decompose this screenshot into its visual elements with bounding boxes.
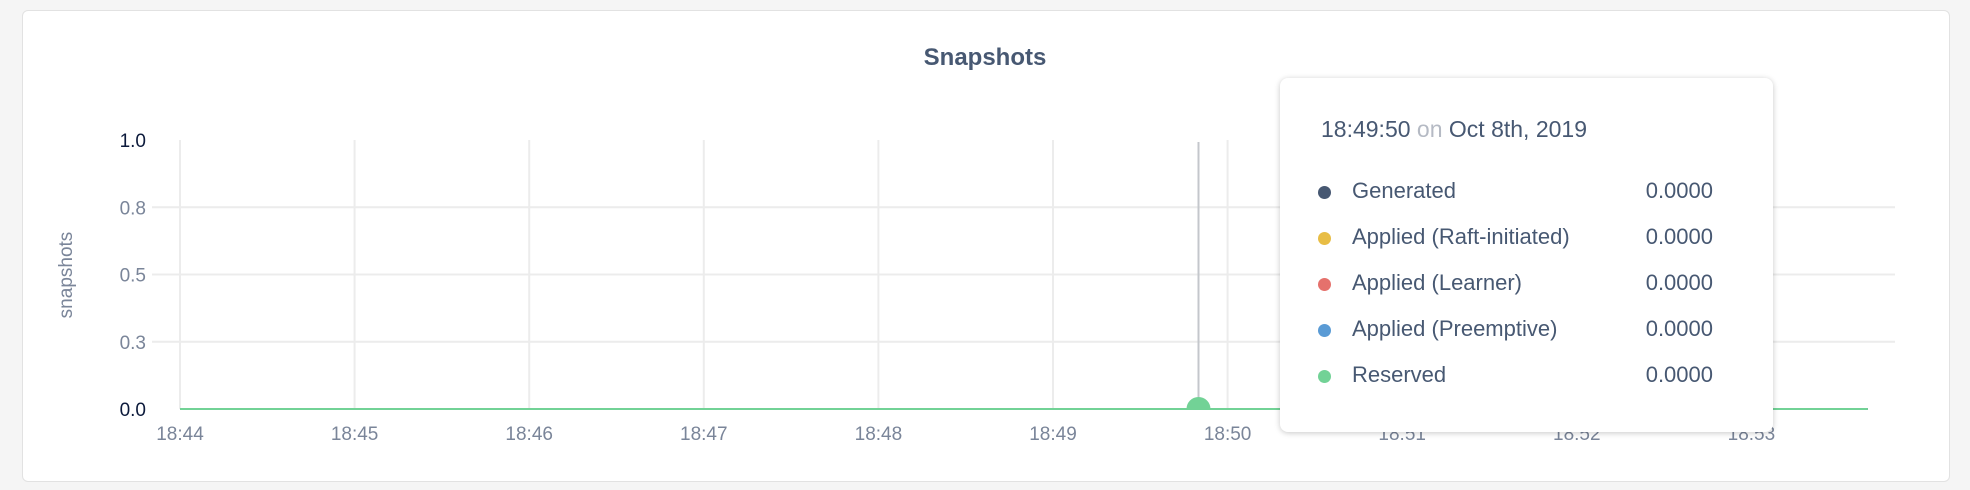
- x-tick-label: 18:49: [1029, 424, 1077, 445]
- tooltip-row: Applied (Raft-initiated) 0.0000: [1318, 224, 1713, 254]
- chart-title: Snapshots: [923, 44, 1047, 71]
- x-tick-label: 18:45: [331, 424, 379, 445]
- series-color-dot-icon: [1318, 324, 1331, 337]
- x-tick-label: 18:44: [156, 424, 204, 445]
- tooltip-row: Generated 0.0000: [1318, 178, 1713, 208]
- tooltip-on: on: [1416, 116, 1443, 142]
- series-color-dot-icon: [1318, 232, 1331, 245]
- series-color-dot-icon: [1318, 278, 1331, 291]
- tooltip-series-label: Reserved: [1352, 362, 1447, 387]
- y-tick-label: 0.3: [120, 333, 146, 354]
- y-axis-label: snapshots: [56, 232, 77, 319]
- series-color-dot-icon: [1318, 186, 1331, 199]
- tooltip-date: Oct 8th, 2019: [1448, 116, 1587, 142]
- tooltip-row: Reserved 0.0000: [1318, 362, 1713, 392]
- series-color-dot-icon: [1318, 370, 1331, 383]
- tooltip-row: Applied (Learner) 0.0000: [1318, 270, 1713, 300]
- tooltip-series-value: 0.0000: [1645, 362, 1713, 387]
- tooltip-series-label: Applied (Raft-initiated): [1352, 224, 1570, 249]
- tooltip-series-label: Generated: [1352, 178, 1456, 203]
- x-tick-label: 18:50: [1204, 424, 1252, 445]
- x-tick-label: 18:46: [505, 424, 553, 445]
- y-tick-label: 0.0: [120, 400, 146, 421]
- tooltip-series-label: Applied (Preemptive): [1352, 316, 1558, 341]
- tooltip-header: 18:49:50 on Oct 8th, 2019: [1321, 116, 1587, 143]
- tooltip-row: Applied (Preemptive) 0.0000: [1318, 316, 1713, 346]
- tooltip-series-value: 0.0000: [1645, 270, 1713, 295]
- tooltip-time: 18:49:50: [1321, 116, 1411, 142]
- y-tick-label: 0.8: [120, 198, 146, 219]
- tooltip-series-value: 0.0000: [1645, 316, 1713, 341]
- tooltip-series-value: 0.0000: [1645, 178, 1713, 203]
- x-tick-label: 18:48: [855, 424, 903, 445]
- hover-point-marker: [1186, 397, 1211, 410]
- x-tick-label: 18:47: [680, 424, 728, 445]
- hover-tooltip: 18:49:50 on Oct 8th, 2019 Generated 0.00…: [1280, 78, 1773, 432]
- tooltip-series-value: 0.0000: [1645, 224, 1713, 249]
- y-tick-label: 0.5: [120, 266, 146, 287]
- y-tick-label: 1.0: [120, 131, 146, 152]
- tooltip-series-label: Applied (Learner): [1352, 270, 1522, 295]
